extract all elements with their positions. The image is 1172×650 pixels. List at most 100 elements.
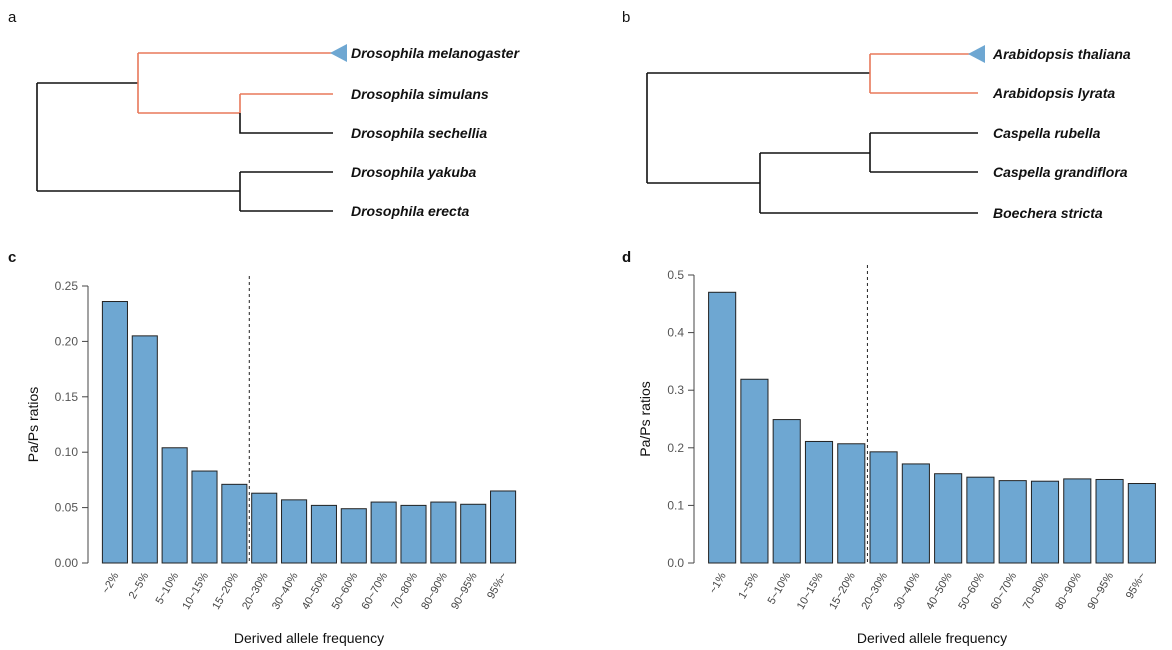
x-tick-label: 1~5% [736,570,761,601]
x-tick-label: 95%~ [1124,571,1149,602]
x-tick-label: 40~50% [924,570,955,611]
x-tick-label: 20~30% [859,570,890,611]
x-tick-label: 40~50% [300,570,331,611]
taxon-label: Drosophila simulans [351,86,489,102]
taxon-label: Arabidopsis thaliana [992,46,1131,62]
x-tick-label: 60~70% [989,570,1020,611]
bar [340,508,367,564]
tree-b-branch-capsella-boechera [759,132,978,214]
x-tick-label: 5~10% [154,570,182,606]
bar [400,504,427,564]
x-tick-label: 90~95% [449,570,480,611]
bar [901,463,930,564]
bar [804,440,834,564]
panel-label-c: c [8,249,16,266]
bar [740,378,769,564]
y-tick-label: 0.10 [55,445,79,459]
bar-chart-c: 0.00 0.05 0.10 0.15 0.20 0.25 ~2% 2~5% 5~10% 10~1… [25,276,517,646]
tree-b-branch-arabidopsis-clade [869,53,978,94]
taxon-label: Drosophila melanogaster [351,45,521,61]
taxon-label: Drosophila sechellia [351,125,487,141]
x-axis-title: Derived allele frequency [857,630,1007,646]
tree-b-branch-root [646,72,870,184]
x-tick-label: 30~40% [270,570,301,611]
x-tick-label: 10~15% [180,570,211,611]
bar [191,470,218,564]
bar [101,301,128,564]
bar [1095,478,1124,564]
bar [1063,478,1092,564]
x-tick-label: 5~10% [766,570,794,606]
bar [370,501,397,564]
y-tick-label: 0.20 [55,334,79,348]
x-tick-label: 15~20% [210,570,241,611]
bar [281,499,308,564]
panel-label-d: d [622,249,631,266]
taxon-label: Boechera stricta [993,205,1103,221]
taxon-label: Drosophila erecta [351,203,469,219]
bar [460,503,487,564]
y-axis-title: Pa/Ps ratios [25,387,41,462]
y-tick-label: 0.2 [667,441,684,455]
x-tick-label: 50~60% [956,570,987,611]
panel-label-b: b [622,9,630,26]
bar [131,335,158,564]
phylogeny-tree-a: Drosophila melanogaster Drosophila simul… [36,44,521,219]
phylogeny-tree-b: Arabidopsis thaliana Arabidopsis lyrata … [646,45,1131,221]
x-tick-label: 80~90% [1053,570,1084,611]
y-tick-label: 0.00 [55,556,79,570]
tree-a-branch-sechellia [239,113,333,134]
tree-a-branch-mel-sim-clade [137,52,333,114]
x-tick-label: 20~30% [240,570,271,611]
bar-chart-d: 0.0 0.1 0.2 0.3 0.4 0.5 ~1% 1~5% 5~10% 10~15% 15~2… [637,265,1156,646]
y-tick-label: 0.4 [667,326,684,340]
x-tick-label: 80~90% [419,570,450,611]
y-tick-label: 0.15 [55,390,79,404]
bar [998,480,1027,564]
bar [430,501,457,564]
x-tick-label: 2~5% [127,570,152,601]
y-tick-label: 0.3 [667,383,684,397]
x-tick-label: 60~70% [360,570,391,611]
y-tick-label: 0.25 [55,279,79,293]
bar [837,443,866,564]
bar [772,419,801,564]
x-tick-label: 70~80% [1021,570,1052,611]
x-tick-label: 95%~ [485,571,510,602]
bar [708,291,737,564]
bar [1030,480,1060,564]
taxon-label: Caspella grandiflora [993,164,1128,180]
x-tick-label: ~2% [100,570,122,596]
bar [966,476,995,564]
x-axis-title: Derived allele frequency [234,630,384,646]
y-tick-label: 0.05 [55,501,79,515]
x-tick-label: 90~95% [1085,570,1116,611]
bar [221,483,248,564]
x-tick-label: 30~40% [892,570,923,611]
panel-label-a: a [8,9,17,26]
x-tick-label: ~1% [707,570,729,596]
tree-a-branch-root [36,82,240,192]
y-tick-label: 0.5 [667,268,684,282]
bar [310,504,337,564]
bar [869,451,898,564]
taxon-label: Arabidopsis lyrata [992,85,1115,101]
y-tick-label: 0.0 [667,556,684,570]
taxon-label: Caspella rubella [993,125,1101,141]
taxon-label: Drosophila yakuba [351,164,476,180]
bar [161,447,188,564]
y-axis-title: Pa/Ps ratios [637,381,653,456]
triangle-left-icon [330,44,347,62]
x-tick-label: 10~15% [795,570,826,611]
bar [490,490,517,564]
bar [934,473,963,564]
x-tick-label: 50~60% [330,570,361,611]
x-tick-label: 15~20% [827,570,858,611]
triangle-left-icon [968,45,985,63]
bar [1127,483,1156,564]
tree-a-branch-yak-ere [239,171,333,212]
x-tick-label: 70~80% [389,570,420,611]
bar [251,492,278,564]
y-tick-label: 0.1 [667,498,684,512]
